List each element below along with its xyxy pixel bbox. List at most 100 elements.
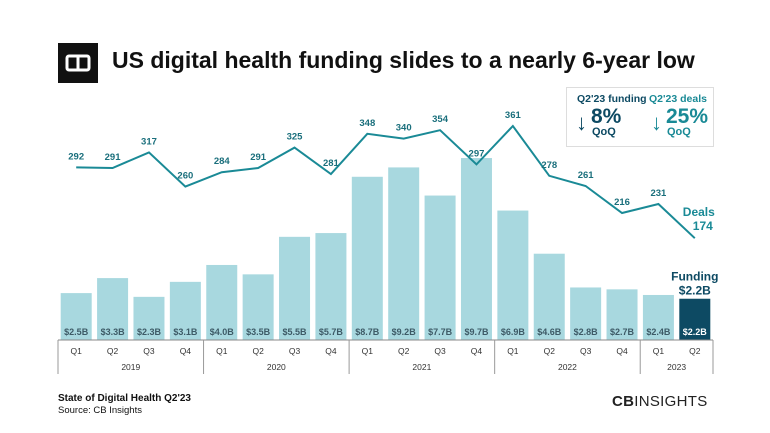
source-note: Source: CB Insights — [58, 405, 142, 416]
funding-bar — [242, 274, 274, 340]
deals-point-label: 261 — [578, 170, 595, 181]
deals-point-label: 292 — [68, 151, 84, 162]
deals-point-label: 297 — [469, 148, 485, 159]
funding-bar — [424, 195, 456, 340]
funding-bar-label: $2.7B — [610, 327, 635, 337]
quarter-tick-label: Q1 — [362, 346, 374, 356]
funding-bar-label: $2.4B — [646, 327, 671, 337]
funding-bar-label: $2.3B — [137, 327, 162, 337]
quarter-tick-label: Q2 — [544, 346, 556, 356]
funding-bar-label: $4.6B — [537, 327, 562, 337]
cbinsights-brand: CBINSIGHTS — [612, 393, 708, 410]
deals-point-label: 278 — [541, 160, 557, 171]
funding-bar — [388, 167, 420, 340]
funding-end-label: Funding — [671, 270, 718, 284]
funding-bar-label: $3.3B — [101, 327, 126, 337]
funding-bar — [533, 253, 565, 340]
quarter-tick-label: Q2 — [689, 346, 701, 356]
deals-point-label: 260 — [177, 171, 193, 182]
year-label: 2023 — [667, 362, 686, 372]
kpi-funding-label: Q2'23 funding — [577, 93, 647, 105]
quarter-tick-label: Q3 — [289, 346, 301, 356]
quarter-tick-label: Q1 — [71, 346, 83, 356]
deals-line — [76, 124, 696, 239]
funding-bar — [315, 233, 347, 340]
deals-point-label: 361 — [505, 110, 522, 121]
funding-bar — [570, 287, 602, 340]
arrow-down-icon: ↓ — [651, 110, 662, 135]
funding-bar-label: $2.2B — [683, 327, 708, 337]
quarter-tick-label: Q2 — [252, 346, 264, 356]
deals-point-label: 231 — [650, 188, 667, 199]
funding-bar — [97, 278, 129, 340]
funding-bar-label: $9.2B — [392, 327, 417, 337]
quarter-tick-label: Q1 — [507, 346, 519, 356]
funding-bar-label: $5.7B — [319, 327, 344, 337]
funding-bar — [642, 294, 674, 340]
funding-bar — [351, 176, 383, 340]
report-name: State of Digital Health Q2'23 — [58, 393, 191, 404]
funding-bar — [169, 281, 201, 340]
deals-point-label: 284 — [214, 156, 231, 167]
cb-logo — [58, 43, 98, 83]
deals-point-label: 317 — [141, 136, 157, 147]
kpi-funding-value: 8% — [591, 105, 622, 128]
funding-bar-label: $7.7B — [428, 327, 453, 337]
arrow-down-icon: ↓ — [576, 110, 587, 135]
kpi-deals-label: Q2'23 deals — [649, 93, 707, 105]
quarter-tick-label: Q4 — [471, 346, 483, 356]
kpi-deals-value: 25% — [666, 105, 709, 128]
deals-end-label: Deals — [683, 205, 715, 219]
funding-bar-label: $4.0B — [210, 327, 235, 337]
deals-point-label: 291 — [250, 152, 267, 163]
funding-bar — [206, 264, 238, 340]
deals-point-label: 325 — [287, 132, 304, 143]
chart-title: US digital health funding slides to a ne… — [112, 47, 695, 73]
quarter-tick-label: Q1 — [653, 346, 665, 356]
funding-bar-label: $5.5B — [283, 327, 308, 337]
deals-end-value: 174 — [693, 219, 713, 233]
brand-bold: CB — [612, 393, 635, 410]
funding-bar — [606, 289, 638, 340]
year-label: 2020 — [267, 362, 286, 372]
funding-bar-label: $2.5B — [64, 327, 89, 337]
funding-bar-label: $3.1B — [173, 327, 198, 337]
funding-bar — [460, 158, 492, 340]
deals-point-label: 348 — [359, 118, 375, 129]
funding-bar-label: $9.7B — [464, 327, 489, 337]
deals-point-label: 281 — [323, 158, 340, 169]
funding-bar-label: $3.5B — [246, 327, 271, 337]
quarter-tick-label: Q3 — [143, 346, 155, 356]
quarter-tick-label: Q2 — [398, 346, 410, 356]
funding-end-value: $2.2B — [679, 284, 711, 298]
funding-bar-label: $2.8B — [574, 327, 599, 337]
deals-point-label: 216 — [614, 197, 630, 208]
brand-rest: INSIGHTS — [634, 393, 708, 410]
funding-bar-label: $8.7B — [355, 327, 380, 337]
kpi-box: Q2'23 funding ↓ 8% QoQ Q2'23 deals ↓ 25%… — [566, 87, 714, 147]
funding-bar — [133, 296, 165, 340]
quarter-tick-label: Q4 — [325, 346, 337, 356]
year-label: 2021 — [412, 362, 431, 372]
deals-point-label: 340 — [396, 123, 412, 134]
funding-bar — [279, 236, 311, 340]
cb-logo-icon — [65, 54, 91, 72]
funding-bar — [60, 293, 92, 340]
quarter-tick-label: Q1 — [216, 346, 228, 356]
deals-point-label: 354 — [432, 114, 449, 125]
deals-point-label: 291 — [105, 152, 122, 163]
funding-bar — [497, 210, 529, 340]
funding-bar-label: $6.9B — [501, 327, 526, 337]
year-label: 2022 — [558, 362, 577, 372]
quarter-tick-label: Q3 — [434, 346, 446, 356]
quarter-tick-label: Q3 — [580, 346, 592, 356]
kpi-deals-unit: QoQ — [667, 126, 691, 138]
funding-bar — [679, 298, 711, 340]
quarter-tick-label: Q4 — [180, 346, 192, 356]
year-label: 2019 — [121, 362, 140, 372]
quarter-tick-label: Q4 — [616, 346, 628, 356]
kpi-funding-unit: QoQ — [592, 126, 616, 138]
quarter-tick-label: Q2 — [107, 346, 119, 356]
